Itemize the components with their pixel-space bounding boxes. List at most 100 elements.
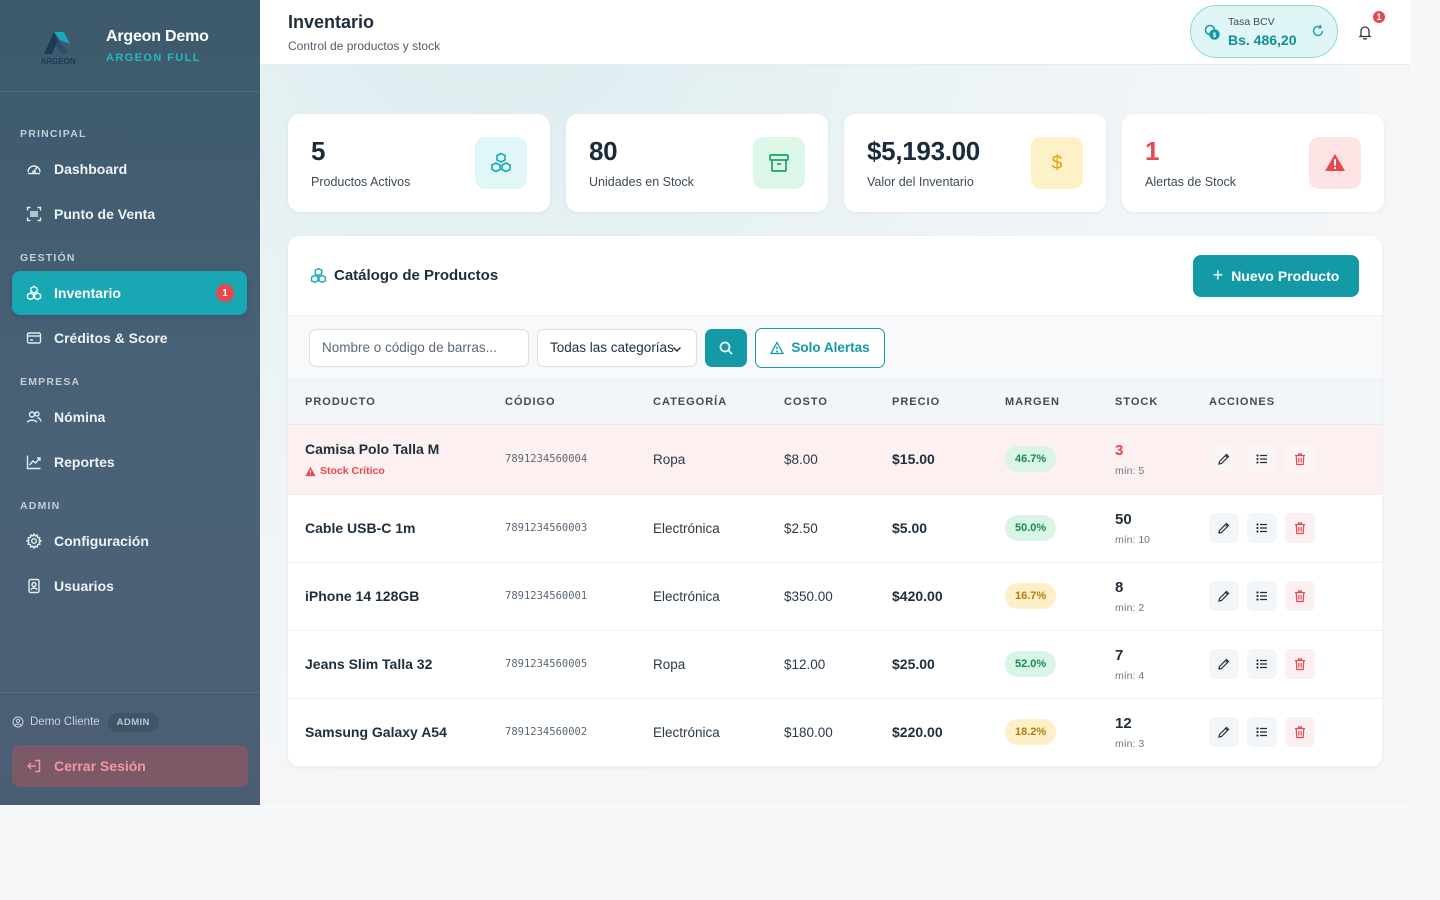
main-content: Inventario Control de productos y stock …: [260, 0, 1410, 805]
sidebar-item-configuracion[interactable]: Configuración: [12, 519, 247, 563]
only-alerts-button[interactable]: Solo Alertas: [755, 327, 885, 368]
stock-min: mín: 10: [1115, 533, 1151, 546]
delete-button[interactable]: [1285, 649, 1315, 679]
sidebar-item-inventario[interactable]: Inventario 1: [12, 271, 247, 315]
delete-button[interactable]: [1285, 717, 1315, 747]
delete-button[interactable]: [1285, 581, 1315, 611]
barcode-icon: [26, 206, 42, 222]
boxes-icon: [475, 137, 527, 189]
table-row[interactable]: Samsung Galaxy A54 7891234560002 Electró…: [288, 698, 1382, 767]
delete-button[interactable]: [1285, 444, 1315, 474]
stock-min: mín: 5: [1115, 464, 1145, 477]
movements-button[interactable]: [1247, 649, 1277, 679]
critical-stock-label: Stock Crítico: [320, 465, 385, 477]
brand-logo: ARGEON: [30, 26, 86, 66]
column-header[interactable]: COSTO: [784, 380, 892, 425]
movements-button[interactable]: [1247, 444, 1277, 474]
movements-button[interactable]: [1247, 581, 1277, 611]
list-icon: [1256, 727, 1267, 737]
product-cost: $2.50: [784, 494, 892, 563]
column-header[interactable]: CÓDIGO: [505, 380, 653, 425]
nav-section-empresa: EMPRESA: [20, 376, 81, 388]
stock-min: mín: 4: [1115, 669, 1145, 682]
app-window: ARGEON Argeon Demo ARGEON FULL PRINCIPAL…: [0, 0, 1410, 805]
products-table: PRODUCTO CÓDIGO CATEGORÍA COSTO PRECIO M…: [288, 380, 1382, 767]
brand-subtitle: ARGEON FULL: [106, 51, 201, 64]
stock-value: 50: [1115, 510, 1132, 528]
row-actions: [1209, 444, 1382, 474]
movements-button[interactable]: [1247, 717, 1277, 747]
pencil-icon: [1218, 590, 1230, 602]
card-icon: [26, 330, 42, 346]
table-row[interactable]: iPhone 14 128GB 7891234560001 Electrónic…: [288, 562, 1382, 631]
id-badge-icon: [26, 578, 42, 594]
table-row[interactable]: Camisa Polo Talla M Stock Crítico 789123…: [288, 424, 1382, 495]
stock-min: mín: 2: [1115, 601, 1145, 614]
logout-button[interactable]: Cerrar Sesión: [12, 745, 248, 787]
brand-logo-text: ARGEON: [40, 57, 75, 66]
edit-button[interactable]: [1209, 581, 1239, 611]
edit-button[interactable]: [1209, 717, 1239, 747]
sidebar-item-label: Reportes: [54, 454, 115, 470]
sidebar-item-punto-de-venta[interactable]: Punto de Venta: [12, 192, 247, 236]
column-header[interactable]: PRODUCTO: [288, 380, 505, 425]
user-name: Demo Cliente: [30, 716, 100, 728]
trash-icon: [1295, 522, 1305, 535]
currency-exchange-icon: $: [1203, 23, 1221, 41]
warning-icon: [305, 466, 316, 476]
new-product-button[interactable]: + Nuevo Producto: [1193, 255, 1359, 297]
sidebar-item-nomina[interactable]: Nómina: [12, 395, 247, 439]
chevron-down-icon: [673, 346, 681, 352]
warning-outline-icon: [770, 340, 785, 354]
refresh-icon[interactable]: [1311, 24, 1325, 38]
product-catalog-card: Catálogo de Productos + Nuevo Producto N…: [288, 236, 1382, 767]
delete-button[interactable]: [1285, 513, 1315, 543]
search-button[interactable]: [705, 328, 747, 367]
exchange-rate-widget[interactable]: $ Tasa BCV Bs. 486,20: [1190, 5, 1338, 58]
stat-label: Unidades en Stock: [589, 175, 694, 189]
sidebar-item-label: Configuración: [54, 533, 149, 549]
trash-icon: [1295, 658, 1305, 671]
current-user: Demo Cliente ADMIN: [12, 711, 248, 733]
stat-card-unidades: 80 Unidades en Stock: [566, 114, 828, 212]
stat-value: 1: [1145, 136, 1160, 166]
brand[interactable]: ARGEON Argeon Demo ARGEON FULL: [0, 0, 260, 92]
list-icon: [1256, 659, 1267, 669]
pencil-icon: [1218, 453, 1230, 465]
sidebar-item-creditos[interactable]: Créditos & Score: [12, 316, 247, 360]
sidebar-item-dashboard[interactable]: Dashboard: [12, 147, 247, 191]
edit-button[interactable]: [1209, 513, 1239, 543]
boxes-icon: [310, 267, 327, 284]
margin-badge: 52.0%: [1005, 651, 1057, 677]
movements-button[interactable]: [1247, 513, 1277, 543]
bell-icon: [1358, 26, 1372, 40]
column-header[interactable]: CATEGORÍA: [653, 380, 784, 425]
sidebar-item-reportes[interactable]: Reportes: [12, 440, 247, 484]
category-select[interactable]: Todas las categorías: [537, 328, 697, 367]
svg-text:$: $: [1052, 153, 1063, 174]
rate-label: Tasa BCV: [1228, 15, 1275, 28]
search-input[interactable]: Nombre o código de barras...: [309, 328, 529, 367]
notifications-button[interactable]: 1: [1348, 9, 1387, 49]
product-code: 7891234560001: [505, 562, 653, 631]
column-header[interactable]: STOCK: [1115, 380, 1209, 425]
stat-value: $5,193.00: [867, 136, 980, 166]
sidebar-item-usuarios[interactable]: Usuarios: [12, 564, 247, 608]
column-header[interactable]: MARGEN: [1005, 380, 1115, 425]
table-row[interactable]: Jeans Slim Talla 32 7891234560005 Ropa $…: [288, 630, 1382, 699]
archive-icon: [753, 137, 805, 189]
product-code: 7891234560004: [505, 424, 653, 495]
edit-button[interactable]: [1209, 444, 1239, 474]
page-title: Inventario: [288, 11, 375, 32]
stock-value: 12: [1115, 714, 1132, 732]
sidebar-item-label: Créditos & Score: [54, 330, 168, 346]
table-row[interactable]: Cable USB-C 1m 7891234560003 Electrónica…: [288, 494, 1382, 563]
edit-button[interactable]: [1209, 649, 1239, 679]
sidebar-nav: PRINCIPAL Dashboard Punto de Venta GESTI…: [0, 92, 260, 608]
list-icon: [1256, 454, 1267, 464]
nav-section-gestion: GESTIÓN: [20, 252, 76, 264]
column-header[interactable]: PRECIO: [892, 380, 1005, 425]
product-category: Electrónica: [653, 562, 784, 631]
column-header: ACCIONES: [1209, 380, 1382, 425]
sidebar-item-label: Punto de Venta: [54, 206, 156, 222]
